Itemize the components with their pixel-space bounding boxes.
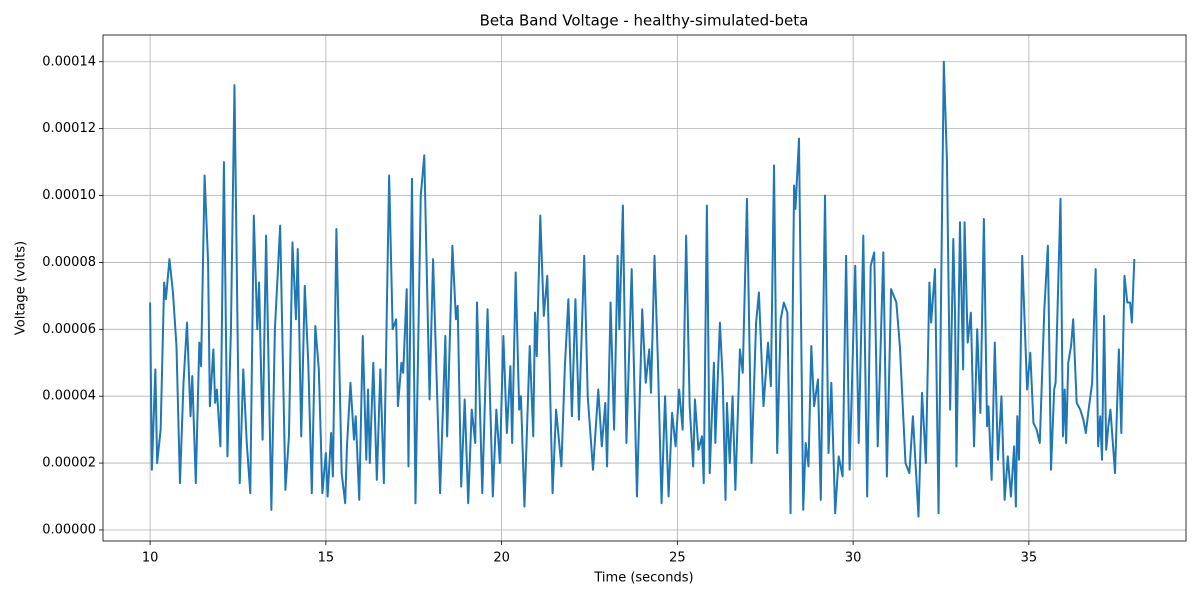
y-tick-label: 0.00006 [42, 322, 96, 337]
x-tick-label: 10 [142, 551, 159, 566]
y-tick-label: 0.00012 [42, 121, 96, 136]
x-tick-label: 35 [1021, 551, 1038, 566]
plot-frame [102, 34, 1187, 542]
y-tick-label: 0.00010 [42, 188, 96, 203]
x-tick-label: 25 [669, 551, 686, 566]
x-tick-label: 30 [845, 551, 862, 566]
y-tick-label: 0.00008 [42, 255, 96, 270]
y-axis-label: Voltage (volts) [14, 241, 29, 335]
x-axis-label: Time (seconds) [593, 571, 693, 586]
y-tick-label: 0.00004 [42, 389, 96, 404]
data-line [149, 60, 1136, 518]
y-tick-label: 0.00002 [42, 456, 96, 471]
x-tick-label: 15 [318, 551, 335, 566]
y-tick-label: 0.00014 [42, 54, 96, 69]
x-tick-label: 20 [493, 551, 510, 566]
chart-title: Beta Band Voltage - healthy-simulated-be… [480, 12, 809, 30]
y-tick-label: 0.00000 [42, 522, 96, 537]
